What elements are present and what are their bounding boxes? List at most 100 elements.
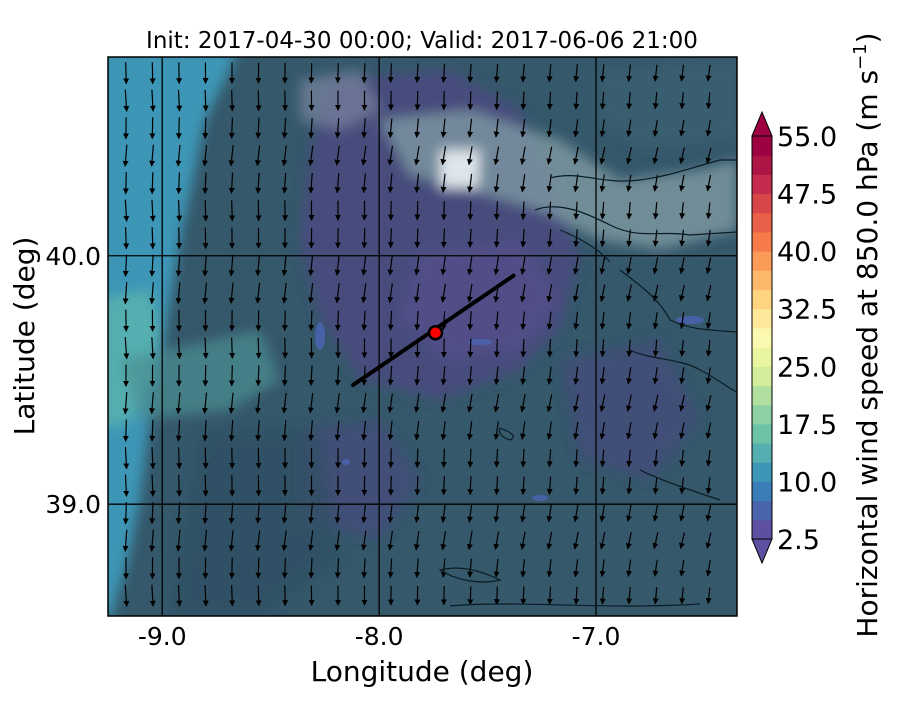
x-tick-label: -8.0 [355,622,404,651]
wind-arrow [523,339,524,357]
wind-arrow [258,558,259,579]
colorbar-segment [752,290,772,310]
colorbar-segment [752,136,772,156]
colorbar-segment [752,155,772,175]
wind-arrow [311,310,312,330]
wind-arrow [258,338,259,359]
colorbar-segment [752,347,772,367]
colorbar-segment [752,309,772,329]
wind-arrow [444,449,445,468]
wind-arrow [205,475,206,496]
wind-arrow [285,558,286,578]
colorbar-segment [752,481,772,501]
colorbar-segment [752,385,772,405]
wind-arrow [179,447,180,468]
wind-arrow [205,447,206,468]
wind-arrow [126,227,127,249]
wind-arrow [497,339,498,357]
colorbar-tick-label: 10.0 [777,467,837,498]
x-tick-label: -9.0 [138,622,187,651]
wind-arrow [232,585,233,606]
wind-arrow [205,117,206,138]
wind-arrow [232,338,233,359]
wind-arrow [444,201,445,220]
x-axis-ticks: -9.0 -8.0 -7.0 [138,622,621,651]
x-tick-label: -7.0 [572,622,621,651]
plot-area [100,50,737,620]
wind-arrow [258,365,259,386]
colorbar-segment [752,174,772,194]
wind-arrow [417,476,418,495]
wind-arrow [470,339,471,358]
wind-arrow [205,200,206,221]
wind-arrow [232,90,233,111]
wind-arrow [258,90,259,111]
colorbar-label-end: ) [851,32,884,43]
colorbar-extend-min [752,539,772,563]
wind-arrow [126,172,127,194]
colorbar-tick-label: 40.0 [777,237,837,268]
wind-arrow [179,475,180,496]
colorbar-segment [752,462,772,482]
wind-arrow [285,310,286,330]
wind-arrow [364,228,365,248]
wind-arrow [232,558,233,579]
y-tick-label: 39.0 [45,490,101,519]
wind-arrow [470,586,471,605]
point-marker [429,326,442,339]
wind-arrow [126,62,127,84]
colorbar-segment [752,251,772,271]
wind-arrow [497,586,498,604]
colorbar-label-main: Horizontal wind speed at 850.0 hPa (m s [851,70,884,638]
colorbar-ticks: 2.5 10.0 17.5 25.0 32.5 40.0 47.5 55.0 [777,122,837,556]
colorbar-tick-label: 32.5 [777,295,837,326]
colorbar-tick-label: 17.5 [777,410,837,441]
x-axis-label: Longitude (deg) [311,655,534,688]
y-axis-label: Latitude (deg) [8,237,41,436]
wind-arrow [417,228,418,247]
colorbar-segment [752,501,772,521]
colorbar-segment [752,328,772,348]
colorbar-segment [752,213,772,233]
colorbar-label: Horizontal wind speed at 850.0 hPa (m s−… [850,32,884,637]
wind-arrow [205,90,206,111]
wind-arrow [417,448,418,467]
colorbar-segment [752,424,772,444]
wind-arrow [523,586,524,604]
colorbar-tick-label: 2.5 [777,525,820,556]
wind-arrow [179,117,180,138]
wind-arrow [364,63,365,83]
wind-arrow [470,201,471,220]
colorbar-segment [752,194,772,214]
wind-arrow [391,228,392,247]
wind-arrow [126,420,127,442]
colorbar-tick-label: 25.0 [777,352,837,383]
wind-arrow [444,91,445,110]
wind-arrow [232,200,233,221]
colorbar-segment [752,405,772,425]
wind-arrow [470,91,471,110]
wind-arrow [444,476,445,495]
wind-arrow [152,172,153,194]
colorbar-segment [752,270,772,290]
colorbar-segment [752,520,772,540]
wind-arrow [497,201,498,219]
chart-title: Init: 2017-04-30 00:00; Valid: 2017-06-0… [146,28,698,54]
y-tick-label: 40.0 [45,242,101,271]
wind-arrow [179,227,180,248]
wind-arrow [232,365,233,386]
colorbar [752,112,772,563]
wind-arrow [497,91,498,109]
colorbar-segment [752,443,772,463]
colorbar-tick-label: 55.0 [777,122,837,153]
colorbar-segment [752,232,772,252]
wind-arrow [258,585,259,606]
colorbar-segment [752,366,772,386]
colorbar-tick-label: 47.5 [777,180,837,211]
wind-arrow [179,172,180,193]
colorbar-label-superscript: −1 [850,43,871,70]
y-axis-ticks: 39.0 40.0 [45,242,101,519]
wind-arrow [338,311,339,331]
wind-arrow [470,449,471,468]
